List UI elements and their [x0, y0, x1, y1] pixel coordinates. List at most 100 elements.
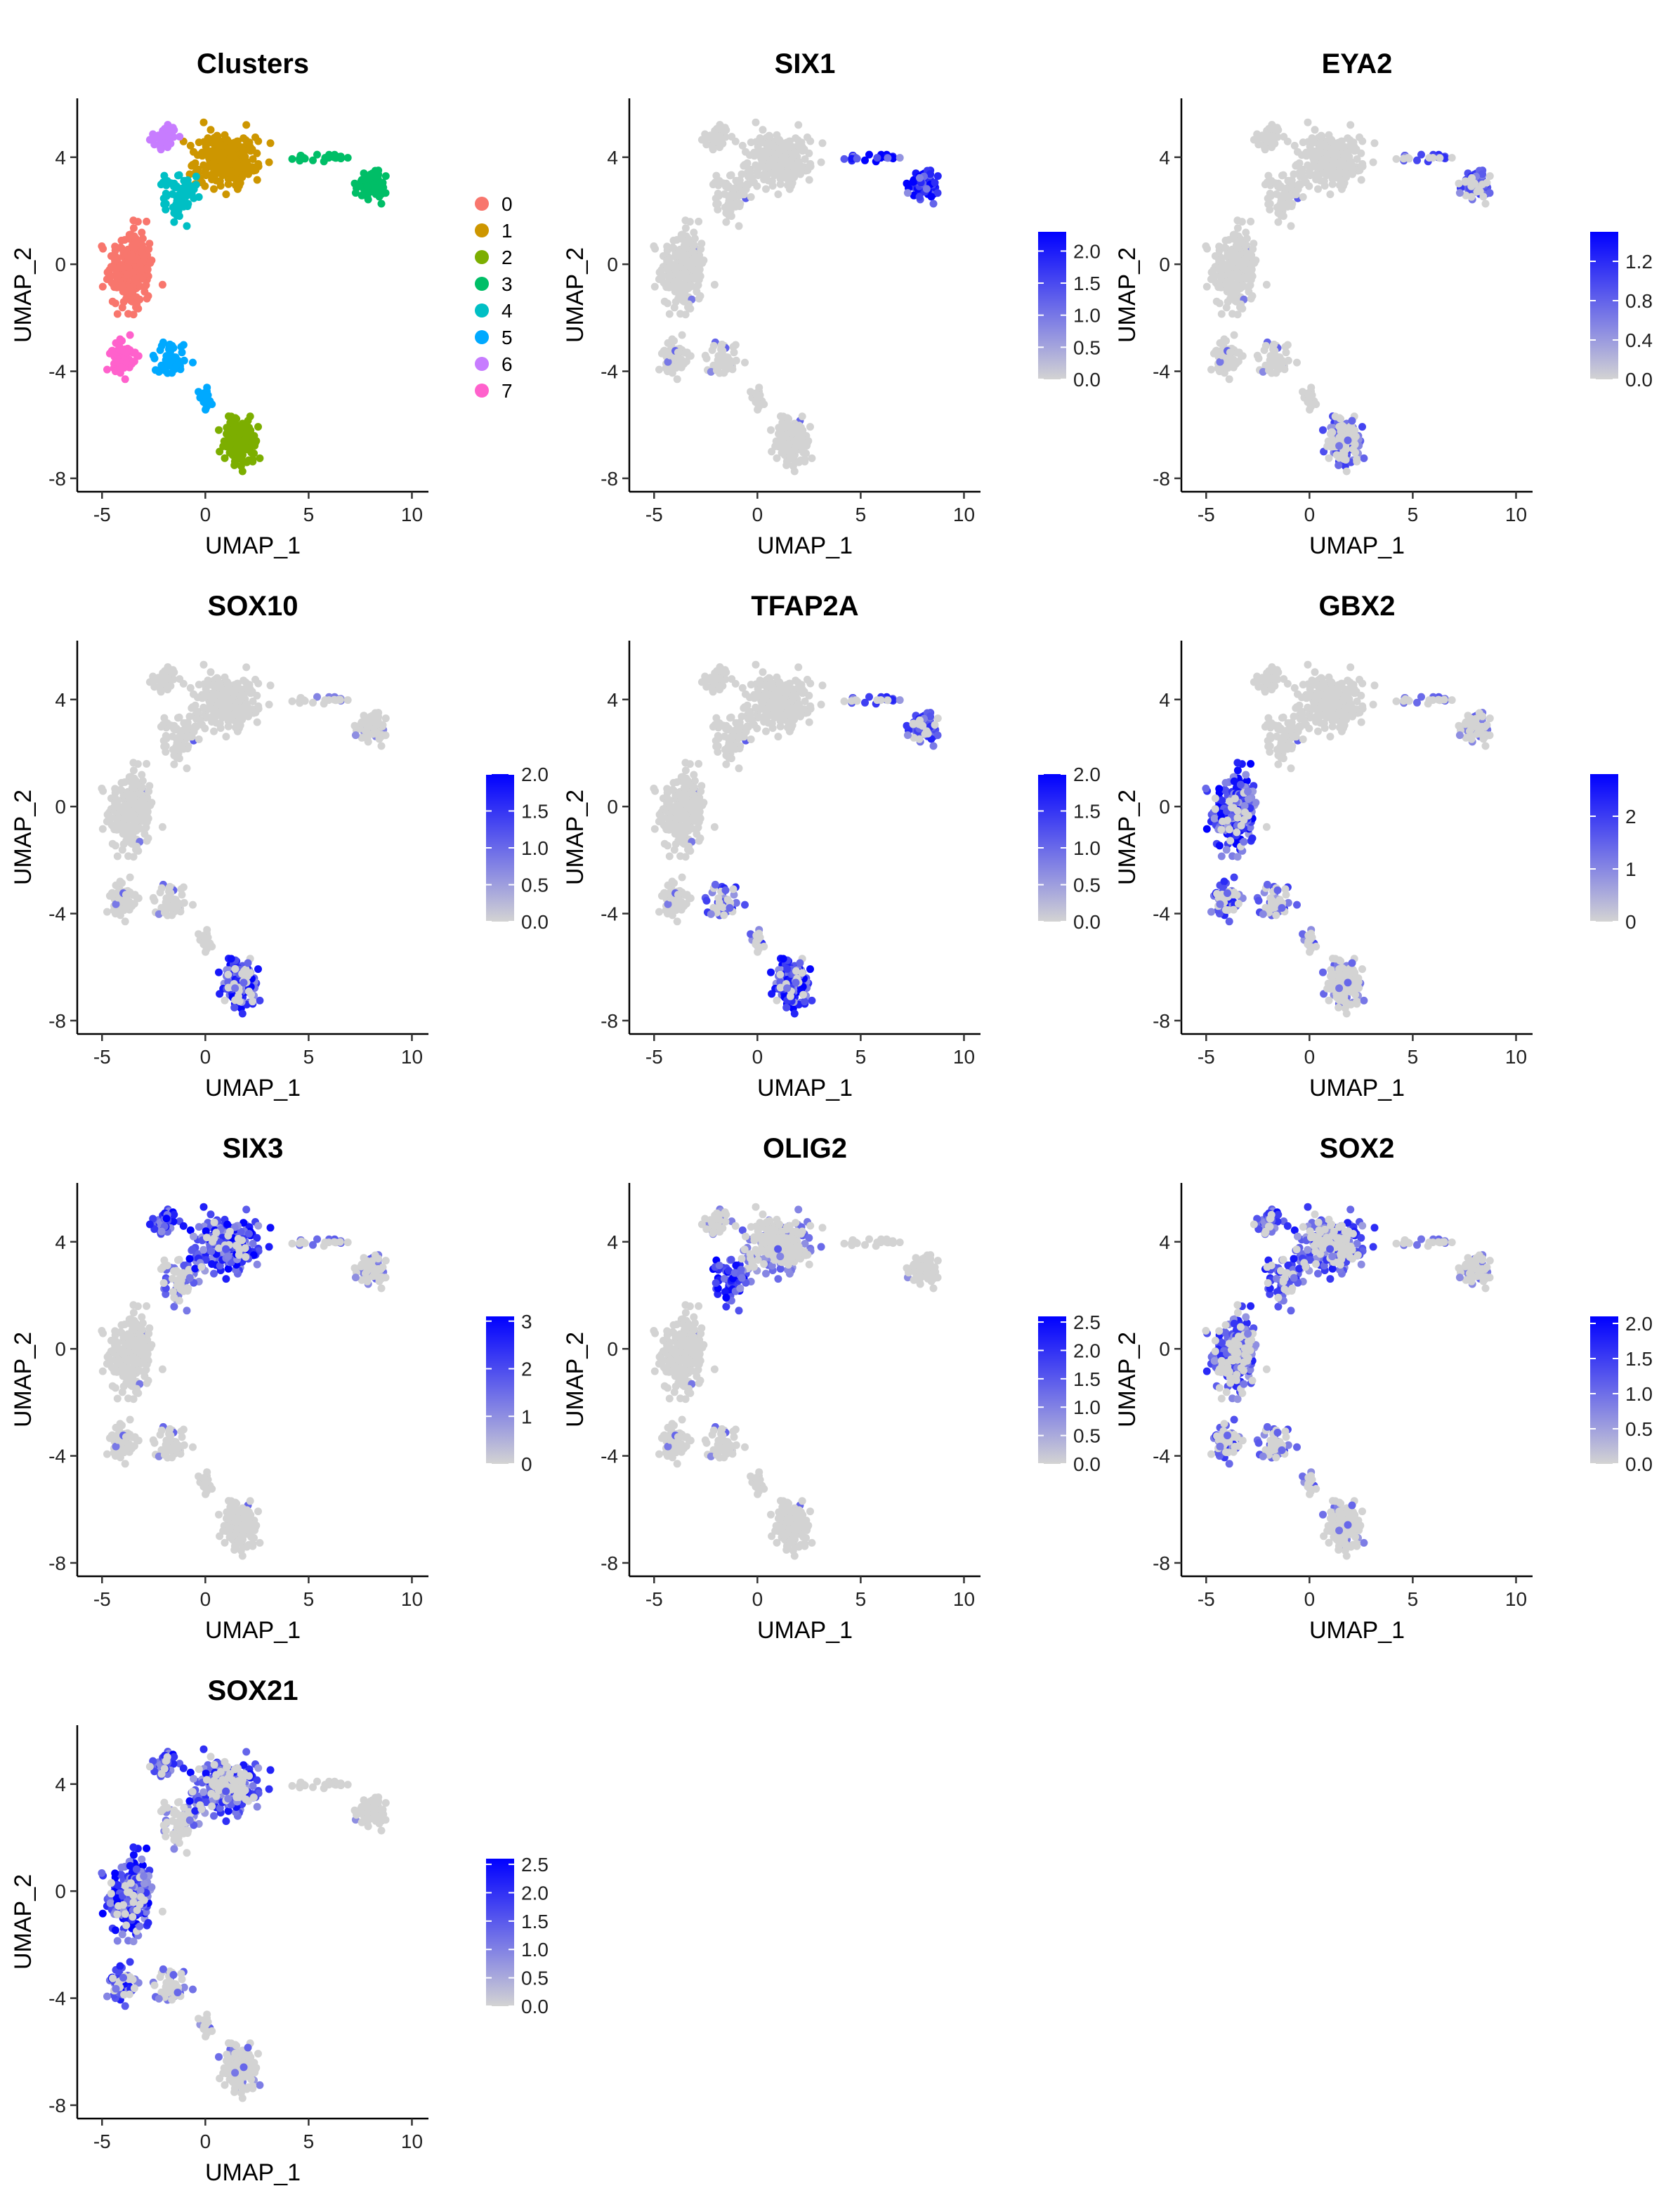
cell-point — [1265, 366, 1273, 374]
cell-point — [189, 901, 197, 909]
cell-point — [775, 148, 783, 156]
cell-point — [118, 905, 126, 914]
cell-point — [358, 191, 366, 199]
cell-point — [122, 348, 130, 357]
cell-point — [166, 179, 175, 188]
cell-point — [775, 136, 784, 144]
cell-point — [138, 228, 146, 237]
cell-point — [119, 826, 127, 835]
x-tick-label: 5 — [303, 1046, 315, 1068]
cell-point — [1468, 174, 1476, 182]
cell-point — [178, 727, 185, 735]
cell-point — [214, 132, 222, 140]
cell-point — [1271, 179, 1279, 188]
cell-point — [762, 727, 770, 735]
cell-point — [247, 147, 255, 155]
cell-point — [254, 159, 263, 168]
cell-point — [1217, 310, 1226, 318]
cell-point — [663, 280, 671, 289]
cell-point — [180, 356, 188, 365]
cell-point — [681, 766, 690, 775]
colorbar-tick-label: 1.5 — [521, 801, 549, 823]
cell-point — [790, 150, 798, 158]
cell-point — [183, 764, 191, 773]
cell-point — [1360, 454, 1368, 462]
x-tick-label: 5 — [1408, 504, 1419, 525]
colorbar-gradient — [1590, 232, 1618, 379]
cell-point — [150, 354, 159, 362]
cell-point — [1311, 126, 1319, 134]
legend-swatch — [475, 197, 489, 211]
cell-point — [1304, 161, 1312, 169]
cell-point — [166, 340, 174, 348]
cell-point — [188, 190, 196, 199]
cell-point — [1220, 335, 1228, 343]
cell-point — [1486, 172, 1494, 181]
cell-point — [199, 933, 208, 941]
cell-point — [1474, 185, 1483, 193]
cell-point — [805, 718, 813, 726]
cell-point — [719, 721, 727, 730]
cell-point — [166, 351, 175, 359]
cell-point — [371, 184, 379, 192]
cell-point — [1436, 154, 1444, 162]
cell-point — [1335, 461, 1343, 469]
cell-point — [655, 818, 663, 825]
cell-point — [1233, 216, 1242, 225]
cell-point — [1221, 236, 1230, 244]
cell-point — [1262, 280, 1271, 289]
cell-point — [697, 136, 706, 144]
cell-point — [113, 852, 122, 860]
cell-point — [1356, 133, 1363, 141]
cell-point — [140, 795, 148, 804]
cell-point — [787, 454, 796, 463]
cell-point — [173, 195, 182, 204]
y-tick-label: 0 — [607, 254, 618, 275]
cell-point — [818, 681, 827, 690]
cell-point — [266, 681, 275, 690]
cell-point — [1349, 138, 1358, 147]
cell-point — [265, 158, 273, 166]
cell-point — [309, 698, 317, 707]
cell-point — [210, 727, 218, 735]
cell-point — [165, 667, 173, 676]
colorbar-tick-label: 0.0 — [1073, 369, 1101, 391]
cell-point — [1348, 417, 1356, 425]
cell-point — [692, 795, 700, 804]
cell-point — [216, 447, 224, 456]
cell-point — [375, 190, 383, 199]
cell-point — [690, 228, 698, 237]
cell-point — [266, 139, 275, 148]
cell-point — [138, 783, 146, 792]
cell-point — [774, 733, 782, 741]
cell-point — [714, 190, 722, 197]
cell-point — [144, 292, 152, 300]
cell-point — [214, 674, 222, 683]
cell-point — [1231, 296, 1239, 305]
cell-point — [129, 224, 138, 233]
cell-point — [770, 169, 778, 177]
cell-point — [1425, 154, 1434, 162]
cell-point — [861, 156, 869, 164]
cell-point — [117, 778, 126, 787]
y-tick-label: -8 — [601, 468, 618, 490]
cell-point — [129, 268, 138, 277]
panel-title: EYA2 — [1322, 48, 1393, 79]
cell-point — [238, 150, 246, 158]
y-tick-label: -8 — [1153, 468, 1170, 490]
cell-point — [1315, 162, 1323, 171]
cell-point — [126, 253, 134, 261]
cell-point — [1343, 162, 1351, 170]
cell-point — [730, 348, 738, 357]
cell-point — [1318, 132, 1326, 140]
cell-point — [113, 814, 122, 823]
cell-point — [741, 358, 749, 367]
cell-point — [242, 663, 251, 672]
x-tick-label: 10 — [953, 504, 975, 525]
cell-point — [1249, 245, 1257, 254]
cell-point — [1353, 455, 1361, 464]
cell-point — [136, 282, 144, 290]
cell-point — [1230, 331, 1238, 339]
cell-point — [253, 718, 261, 726]
x-tick-label: 5 — [303, 504, 315, 525]
